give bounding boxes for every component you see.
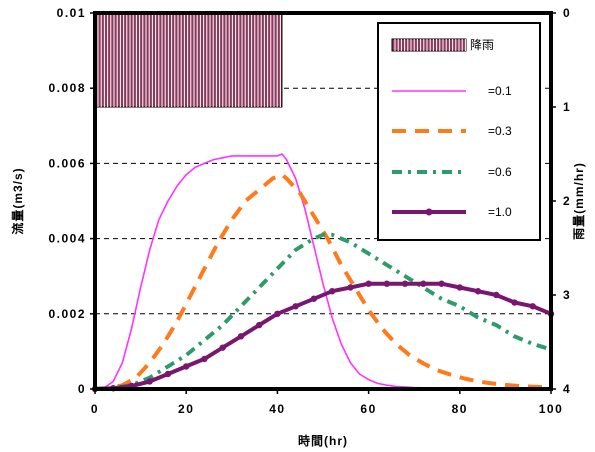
- y2-axis-ticks: 0 1 2 3 4: [551, 6, 571, 396]
- x-tick-label: 80: [452, 402, 468, 416]
- series-point: [365, 280, 372, 287]
- series-line: [94, 232, 552, 391]
- y2-tick-label: 2: [563, 194, 571, 208]
- series-point: [511, 299, 518, 306]
- y-axis-label: 流量(m3/s): [10, 167, 25, 234]
- y-axis-ticks: 0 0.002 0.004 0.006 0.008 0.01: [48, 6, 95, 396]
- x-axis-label: 時間(hr): [298, 433, 348, 448]
- y-tick-label: 0.008: [48, 81, 86, 95]
- series-point: [328, 288, 336, 295]
- series-point: [201, 355, 208, 363]
- x-tick-label: 0: [91, 402, 99, 416]
- x-tick-label: 20: [178, 402, 194, 416]
- rainfall-bars: [94, 12, 283, 108]
- y2-axis-label: 雨量(mm/hr): [572, 162, 586, 240]
- y2-tick-label: 1: [563, 100, 571, 114]
- series-point: [401, 280, 409, 287]
- legend-label: 降雨: [470, 38, 494, 52]
- series-point: [255, 321, 263, 329]
- series-point: [493, 291, 500, 299]
- legend-items: 降雨 =0.1 =0.3 =0.6 =1.0: [391, 38, 512, 219]
- legend-label: =0.3: [488, 124, 512, 138]
- y2-tick-label: 3: [563, 288, 571, 302]
- series-point: [292, 303, 299, 310]
- series-point: [529, 303, 536, 310]
- series-line: [94, 153, 551, 390]
- x-tick-label: 40: [269, 402, 285, 416]
- y-tick-label: 0.004: [48, 232, 86, 246]
- y-tick-label: 0.006: [48, 156, 86, 170]
- series-point: [474, 288, 482, 295]
- legend-label: =0.6: [488, 165, 512, 179]
- y2-tick-label: 0: [563, 6, 571, 20]
- series-point: [183, 363, 190, 370]
- y2-tick-label: 4: [563, 382, 571, 396]
- legend-marker: [425, 208, 433, 216]
- series-point: [383, 280, 391, 287]
- series-point: [146, 378, 153, 385]
- rainfall-block: [94, 12, 283, 108]
- x-axis-ticks: 0 20 40 60 80 100: [91, 389, 564, 416]
- legend-label: =1.0: [488, 205, 512, 219]
- x-tick-label: 100: [539, 402, 564, 416]
- series-lines: [91, 153, 555, 393]
- series-point: [420, 280, 427, 287]
- legend-swatch-rainfall: [391, 38, 467, 52]
- series-point: [310, 295, 318, 302]
- y-tick-label: 0.01: [57, 6, 86, 20]
- series-point: [456, 284, 463, 291]
- series-point: [347, 284, 354, 291]
- y-tick-label: 0.002: [48, 307, 86, 321]
- series-line: [94, 172, 552, 391]
- series-point: [237, 333, 245, 340]
- legend: 降雨 =0.1 =0.3 =0.6 =1.0: [377, 22, 541, 241]
- x-tick-label: 60: [360, 402, 376, 416]
- series-line: [94, 281, 552, 391]
- series-point: [219, 344, 226, 351]
- legend-label: =0.1: [488, 84, 512, 98]
- series-point: [438, 280, 445, 287]
- y-tick-label: 0: [78, 382, 86, 396]
- series-point: [274, 310, 281, 317]
- series-point: [164, 370, 172, 378]
